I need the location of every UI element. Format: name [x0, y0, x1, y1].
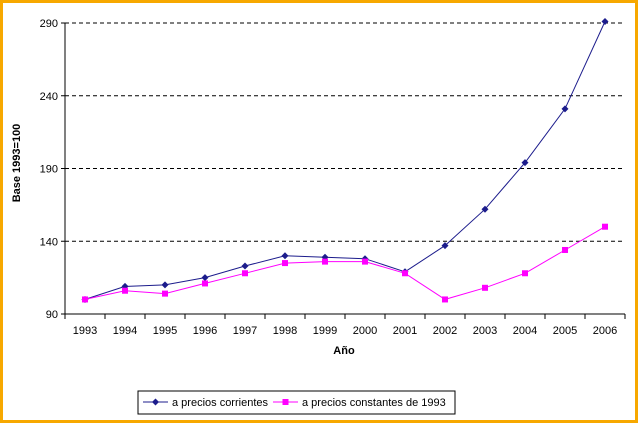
legend-entry-constantes: a precios constantes de 1993 — [273, 397, 446, 409]
x-tick-label: 1998 — [273, 325, 297, 337]
y-tick-label: 190 — [40, 164, 58, 176]
x-tick-label: 1994 — [113, 325, 137, 337]
series-line — [84, 21, 606, 300]
y-tick-label: 140 — [40, 236, 58, 248]
data-point — [161, 281, 169, 289]
x-tick-label: 2000 — [353, 325, 377, 337]
data-point — [241, 262, 249, 270]
x-tick-label: 1993 — [73, 325, 97, 337]
data-point — [522, 270, 528, 277]
square-marker-icon — [282, 399, 289, 405]
y-tick-label: 290 — [40, 18, 58, 30]
y-tick-label: 240 — [40, 91, 58, 103]
data-point — [562, 246, 568, 253]
x-axis-title: Año — [333, 345, 355, 357]
data-point — [602, 223, 608, 230]
series-layer — [81, 18, 609, 303]
x-tick-label: 1997 — [233, 325, 257, 337]
data-point — [481, 205, 489, 213]
data-point — [282, 260, 288, 267]
data-point — [561, 105, 569, 113]
x-tick-label: 2003 — [473, 325, 497, 337]
y-axis-title: Base 1993=100 — [11, 124, 23, 203]
data-point — [201, 274, 209, 282]
series-line — [84, 226, 606, 300]
y-tick-label: 90 — [46, 309, 58, 321]
data-point — [242, 270, 248, 277]
data-point — [402, 270, 408, 277]
data-point — [162, 290, 168, 297]
data-point — [362, 258, 368, 265]
gridlines — [65, 22, 625, 242]
data-point — [281, 252, 289, 260]
data-point — [521, 159, 529, 167]
axes: 90 140 190 240 290 1993 1994 1995 1996 1997 1998 19… — [40, 18, 626, 337]
data-point — [322, 258, 328, 265]
x-tick-label: 1995 — [153, 325, 177, 337]
series-constantes — [82, 223, 608, 303]
legend: a precios corrientes a precios constante… — [137, 390, 456, 415]
x-tick-label: 2004 — [513, 325, 537, 337]
data-point — [482, 284, 488, 291]
x-tick-label: 2005 — [553, 325, 577, 337]
x-tick-label: 1999 — [313, 325, 337, 337]
data-point — [441, 242, 449, 250]
data-point — [122, 287, 128, 294]
data-point — [202, 280, 208, 287]
data-point — [82, 296, 88, 303]
diamond-marker-icon — [152, 398, 159, 406]
x-tick-label: 1996 — [193, 325, 217, 337]
x-tick-label: 2001 — [393, 325, 417, 337]
x-tick-label: 2002 — [433, 325, 457, 337]
legend-entry-corrientes: a precios corrientes — [143, 397, 268, 409]
x-tick-label: 2006 — [593, 325, 617, 337]
series-corrientes — [81, 18, 609, 303]
data-point — [442, 296, 448, 303]
legend-label-constantes: a precios constantes de 1993 — [302, 397, 446, 409]
legend-label-corrientes: a precios corrientes — [172, 397, 268, 409]
data-point — [601, 18, 609, 26]
